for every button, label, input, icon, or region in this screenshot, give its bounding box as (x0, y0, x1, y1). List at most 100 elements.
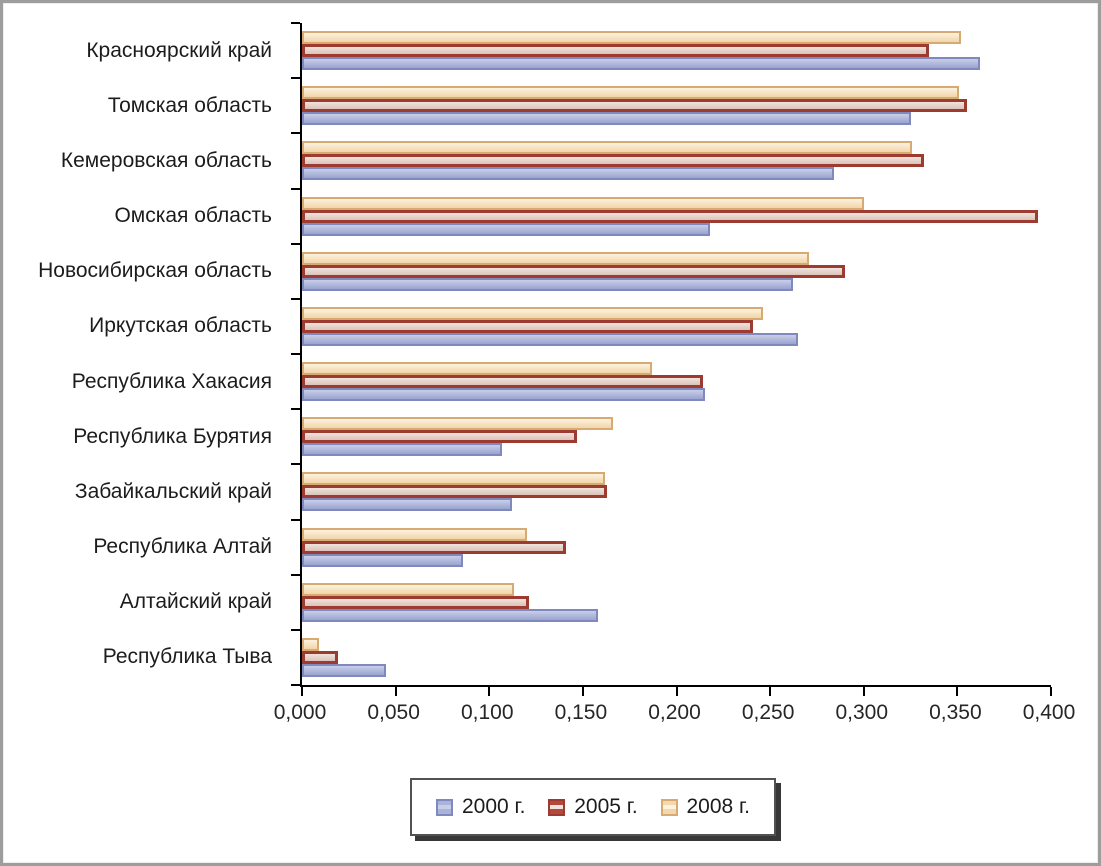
y-axis-tick (291, 628, 300, 631)
y-axis-tick (291, 242, 300, 245)
bar-2000-г (302, 498, 512, 512)
bar-2005-г (302, 430, 578, 444)
bar-groups-container (302, 23, 1051, 685)
x-axis-tick-label: 0,200 (648, 701, 701, 724)
bar-2008-г (302, 417, 613, 431)
bar-group (302, 354, 1051, 409)
bar-2005-г (302, 540, 567, 554)
y-axis-tick (291, 22, 300, 24)
bar-2008-г (302, 527, 527, 541)
bar-2005-г (302, 264, 846, 278)
category-label: Омская область (114, 204, 272, 228)
x-axis-tick (394, 687, 397, 696)
bar-group (302, 244, 1051, 299)
x-axis-tick (956, 687, 959, 696)
chart-legend: 2000 г. 2005 г. 2008 г. (410, 778, 776, 836)
x-axis-tick-label: 0,150 (554, 701, 608, 724)
y-axis-tick (291, 297, 300, 300)
category-label: Республика Алтай (93, 535, 272, 559)
legend-swatch-icon (660, 798, 678, 816)
bar-2008-г (302, 582, 514, 596)
legend-item: 2008 г. (660, 795, 750, 819)
bar-2005-г (302, 319, 754, 333)
legend-swatch-icon (436, 798, 453, 816)
bar-2008-г (302, 251, 810, 265)
bar-group (302, 299, 1051, 354)
bar-2000-г (302, 277, 793, 291)
x-axis-tick (769, 687, 772, 696)
category-label: Забайкальский край (74, 479, 272, 503)
category-axis-labels: Красноярский край Томская область Кемеровс… (6, 23, 286, 685)
category-label: Кемеровская область (60, 148, 272, 172)
legend-swatch-icon (548, 798, 566, 816)
bar-2000-г (302, 553, 464, 567)
x-axis-tick-label: 0,350 (929, 701, 982, 724)
bar-2008-г (302, 637, 319, 651)
bar-2005-г (302, 154, 924, 168)
category-label: Республика Хакасия (71, 369, 272, 393)
bar-2008-г (302, 141, 913, 155)
bar-group (302, 575, 1051, 630)
x-axis-tick (301, 687, 303, 696)
bar-2008-г (302, 306, 763, 320)
bar-2000-г (302, 112, 911, 126)
y-axis-tick (291, 573, 300, 576)
x-axis-tick (862, 687, 865, 696)
category-label: Томская область (107, 93, 272, 117)
y-axis-tick (291, 463, 300, 466)
category-label: Красноярский край (86, 38, 272, 62)
x-axis-tick-label: 0,250 (741, 701, 795, 724)
x-axis-tick-labels: 0,000 0,050 0,100 0,150 0,200 0,250 0,300 0,350… (274, 701, 1076, 727)
legend-label: 2008 г. (686, 795, 750, 818)
legend-label: 2005 г. (574, 795, 638, 818)
y-axis-tick (291, 187, 300, 190)
x-axis-tick-label: 0,000 (273, 701, 327, 724)
bar-2000-г (302, 222, 711, 236)
bar-2008-г (302, 86, 960, 100)
bar-group (302, 189, 1051, 244)
category-label: Иркутская область (89, 314, 272, 338)
bar-group (302, 464, 1051, 519)
legend-item: 2000 г. (436, 795, 525, 819)
bar-2000-г (302, 167, 834, 181)
bar-2000-г (302, 443, 503, 457)
category-label: Республика Тыва (102, 645, 272, 669)
bar-2000-г (302, 608, 598, 622)
bar-2008-г (302, 196, 864, 210)
y-axis-tick (291, 684, 300, 686)
x-axis-tick-label: 0,100 (460, 701, 514, 724)
category-label: Алтайский край (119, 590, 272, 614)
legend-item: 2005 г. (548, 795, 638, 819)
bar-2005-г (302, 485, 608, 499)
x-axis-tick (1050, 687, 1052, 696)
bar-2008-г (302, 472, 606, 486)
bar-2000-г (302, 57, 980, 71)
bar-group (302, 78, 1051, 133)
legend-label: 2000 г. (462, 795, 526, 818)
bar-2000-г (302, 663, 387, 677)
x-axis-tick-label: 0,400 (1022, 701, 1076, 724)
bar-2008-г (302, 362, 653, 376)
x-axis-tick (488, 687, 491, 696)
bar-2005-г (302, 209, 1038, 223)
x-axis-tick-label: 0,050 (367, 701, 420, 724)
bar-2005-г (302, 44, 930, 58)
bar-2005-г (302, 375, 703, 389)
category-label: Новосибирская область (38, 259, 272, 283)
y-axis-tick (291, 77, 300, 80)
bar-2005-г (302, 595, 529, 609)
bar-2005-г (302, 99, 967, 113)
x-axis-tick-label: 0,300 (835, 701, 889, 724)
bar-group (302, 630, 1051, 685)
x-axis-tick (675, 687, 678, 696)
bar-group (302, 133, 1051, 188)
bar-2005-г (302, 650, 338, 664)
y-axis-tick (291, 408, 300, 411)
bar-group (302, 520, 1051, 575)
bar-2000-г (302, 388, 705, 402)
x-axis-tick (581, 687, 584, 696)
bar-2000-г (302, 332, 799, 346)
bar-2008-г (302, 31, 962, 45)
category-label: Республика Бурятия (73, 424, 272, 448)
